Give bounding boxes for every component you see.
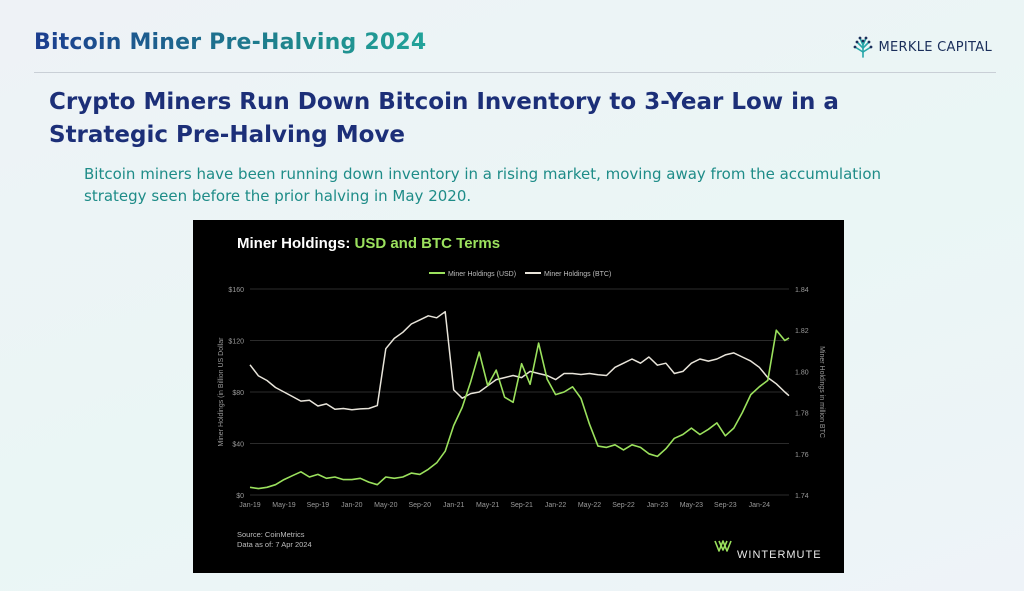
y-tick-label-left: $40 bbox=[232, 442, 244, 449]
series-line-btc bbox=[249, 310, 790, 411]
x-tick-label: May-20 bbox=[374, 502, 397, 509]
y-tick-label-left: $160 bbox=[228, 287, 244, 294]
y-axis-left-title: Miner Holdings (in Billion US Dollar bbox=[218, 337, 225, 447]
wintermute-icon bbox=[714, 540, 732, 552]
wintermute-wordmark: WINTERMUTE bbox=[737, 549, 822, 561]
y-tick-label-left: $120 bbox=[228, 339, 244, 346]
wintermute-logo: WINTERMUTE bbox=[714, 540, 822, 561]
legend-label-btc: Miner Holdings (BTC) bbox=[544, 271, 611, 278]
chart-title: Miner Holdings: USD and BTC Terms bbox=[237, 235, 500, 252]
x-tick-label: May-23 bbox=[680, 502, 703, 509]
miner-holdings-chart: Miner Holdings: USD and BTC Terms Miner … bbox=[218, 235, 825, 561]
y-axis-right-ticks: 1.74 1.76 1.78 1.80 1.82 1.84 bbox=[795, 287, 809, 500]
y-tick-label-right: 1.78 bbox=[795, 411, 809, 418]
x-tick-label: Sep-19 bbox=[307, 502, 330, 509]
x-tick-label: Jan-23 bbox=[647, 502, 669, 509]
x-tick-label: Sep-21 bbox=[510, 502, 533, 509]
x-tick-label: Jan-20 bbox=[341, 502, 363, 509]
y-tick-label-right: 1.80 bbox=[795, 369, 809, 376]
chart-legend: Miner Holdings (USD) Miner Holdings (BTC… bbox=[429, 271, 611, 278]
y-tick-label-left: $80 bbox=[232, 390, 244, 397]
y-axis-left-ticks: $0 $40 $80 $120 $160 bbox=[228, 287, 244, 500]
x-tick-label: May-22 bbox=[578, 502, 601, 509]
x-tick-label: May-19 bbox=[272, 502, 295, 509]
y-tick-label-right: 1.84 bbox=[795, 287, 809, 294]
x-tick-label: May-21 bbox=[476, 502, 499, 509]
tree-icon bbox=[853, 36, 872, 58]
x-tick-label: Jan-21 bbox=[443, 502, 465, 509]
headline: Crypto Miners Run Down Bitcoin Inventory… bbox=[49, 89, 839, 148]
chart-title-highlight: USD and BTC Terms bbox=[355, 235, 501, 252]
x-tick-label: Sep-22 bbox=[612, 502, 635, 509]
x-tick-label: Jan-19 bbox=[239, 502, 261, 509]
source-note: Source: CoinMetrics bbox=[237, 530, 305, 539]
x-tick-label: Sep-20 bbox=[408, 502, 431, 509]
deck-title: Bitcoin Miner Pre-Halving 2024 bbox=[34, 30, 427, 55]
brand-logo: MERKLE CAPITAL bbox=[853, 36, 993, 58]
header-divider bbox=[34, 72, 996, 73]
chart-panel: Miner Holdings: USD and BTC Terms Miner … bbox=[193, 220, 844, 573]
y-tick-label-right: 1.82 bbox=[795, 328, 809, 335]
series-line-usd bbox=[249, 329, 790, 490]
legend-label-usd: Miner Holdings (USD) bbox=[448, 271, 516, 278]
y-tick-label-right: 1.74 bbox=[795, 493, 809, 500]
x-tick-label: Sep-23 bbox=[714, 502, 737, 509]
x-axis-ticks: Jan-19 May-19 Sep-19 Jan-20 May-20 Sep-20 Jan-… bbox=[239, 502, 770, 509]
x-tick-label: Jan-24 bbox=[749, 502, 771, 509]
subtext: Bitcoin miners have been running down in… bbox=[84, 165, 882, 205]
y-tick-label-left: $0 bbox=[236, 493, 244, 500]
grid-lines bbox=[250, 288, 789, 496]
y-tick-label-right: 1.76 bbox=[795, 452, 809, 459]
asof-note: Data as of: 7 Apr 2024 bbox=[237, 540, 312, 549]
y-axis-right-title: Miner Holdings in million BTC bbox=[818, 346, 825, 438]
chart-title-prefix: Miner Holdings: bbox=[237, 235, 355, 252]
brand-name: MERKLE CAPITAL bbox=[878, 39, 992, 55]
x-tick-label: Jan-22 bbox=[545, 502, 567, 509]
